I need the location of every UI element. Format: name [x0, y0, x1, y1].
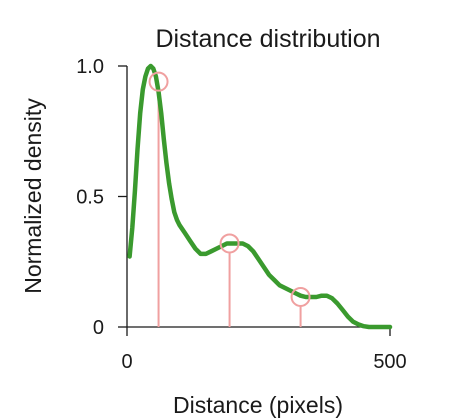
x-tick-label: 500 — [373, 351, 406, 373]
marker-circle — [219, 233, 240, 254]
x-axis-ticks: 0 500 — [121, 327, 407, 373]
marker-circle — [290, 286, 311, 307]
marker-circles — [148, 71, 311, 307]
y-tick-label: 0.5 — [76, 187, 104, 209]
y-tick-label: 1.0 — [76, 56, 104, 78]
plot-area: 0 0.5 1.0 0 500 — [76, 56, 407, 373]
marker-stems — [157, 90, 302, 327]
marker-circle — [148, 71, 169, 92]
y-axis-label: Normalized density — [20, 98, 46, 294]
density-curve — [127, 63, 393, 330]
y-tick-label: 0 — [93, 317, 104, 339]
chart-title: Distance distribution — [155, 25, 380, 53]
y-axis-ticks: 0 0.5 1.0 — [76, 56, 127, 339]
x-tick-label: 0 — [121, 351, 132, 373]
x-axis-label: Distance (pixels) — [173, 392, 343, 418]
